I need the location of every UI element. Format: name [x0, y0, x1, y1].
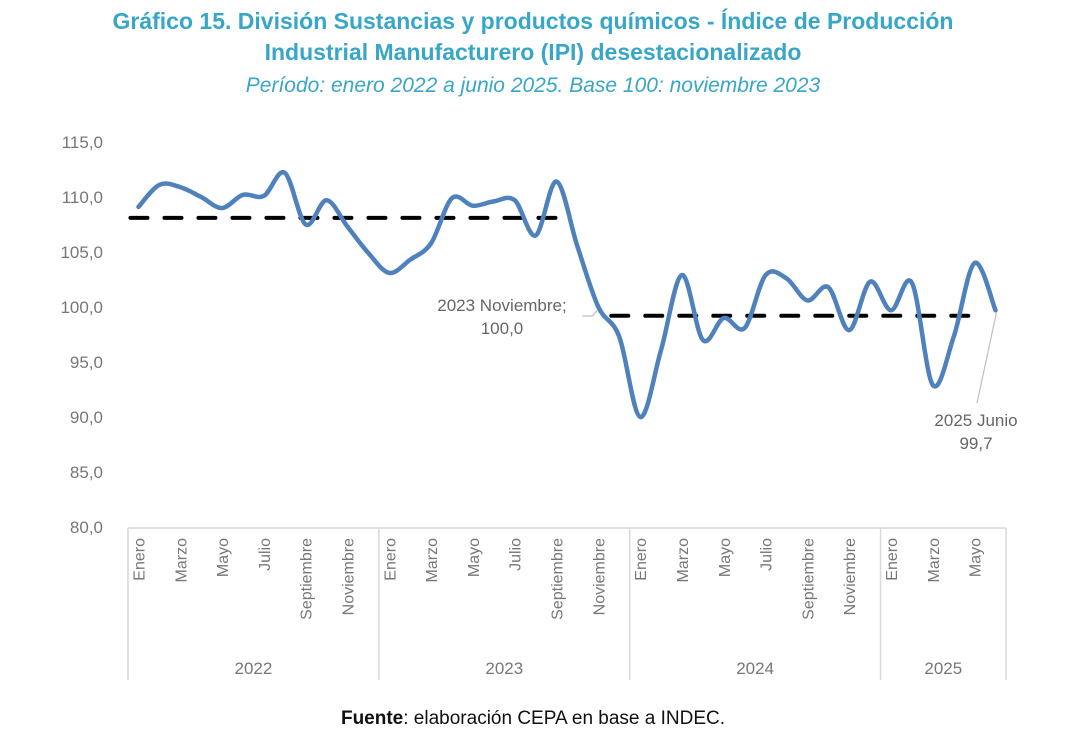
source-footer: Fuente: elaboración CEPA en base a INDEC…	[0, 708, 1066, 730]
chart-subtitle: Período: enero 2022 a junio 2025. Base 1…	[245, 74, 821, 97]
x-tick-label: Marzo	[424, 538, 441, 583]
annotation-value: 100,0	[481, 319, 524, 338]
year-label: 2022	[235, 659, 273, 678]
x-tick-label: Septiembre	[550, 538, 567, 620]
y-axis: 80,0 85,0 90,0 95,0 100,0 105,0 110,0 115,0	[60, 133, 103, 537]
y-tick-label: 85,0	[70, 463, 103, 482]
x-tick-label: Mayo	[717, 538, 734, 577]
x-tick-label: Mayo	[215, 538, 232, 577]
y-tick-label: 110,0	[62, 188, 103, 207]
annotation-leader-line	[976, 312, 998, 404]
x-tick-label: Marzo	[675, 538, 692, 583]
x-axis: Enero Marzo Mayo Julio Septiembre Noviembre 20…	[127, 527, 1007, 680]
annotation-label: 2023 Noviembre;	[437, 296, 566, 315]
x-tick-label: Julio	[257, 538, 274, 571]
x-tick-label: Marzo	[173, 538, 190, 583]
x-tick-label: Enero	[382, 538, 399, 581]
annotation-leader-line	[582, 309, 598, 317]
series-line	[136, 170, 998, 420]
x-tick-label: Noviembre	[842, 538, 859, 615]
source-label: Fuente	[340, 708, 404, 729]
line-chart: 80,0 85,0 90,0 95,0 100,0 105,0 110,0 115,0 Ene…	[60, 133, 1018, 680]
x-tick-label: Septiembre	[800, 538, 817, 620]
x-tick-label: Julio	[508, 538, 525, 571]
y-tick-label: 95,0	[70, 353, 103, 372]
x-tick-label: Enero	[633, 538, 650, 581]
x-tick-label: Mayo	[968, 538, 985, 577]
x-tick-label: Enero	[884, 538, 901, 581]
annotation-label: 2025 Junio	[934, 411, 1017, 430]
annotation-value: 99,7	[959, 434, 992, 453]
chart-title-line-2: Industrial Manufacturero (IPI) desestaci…	[264, 39, 802, 65]
y-tick-label: 105,0	[60, 243, 103, 262]
x-tick-label: Noviembre	[341, 538, 358, 615]
annotations: 2023 Noviembre; 100,0 2025 Junio 99,7	[437, 296, 1017, 453]
reference-lines	[128, 215, 971, 318]
x-tick-label: Marzo	[926, 538, 943, 583]
year-label: 2025	[924, 659, 962, 678]
x-tick-label: Septiembre	[299, 538, 316, 620]
x-tick-label: Noviembre	[591, 538, 608, 615]
chart-title-line-1: Gráfico 15. División Sustancias y produc…	[112, 8, 954, 34]
x-tick-label: Julio	[759, 538, 776, 571]
y-tick-label: 80,0	[70, 518, 103, 537]
x-tick-label: Mayo	[466, 538, 483, 577]
year-label: 2024	[736, 659, 774, 678]
y-tick-label: 115,0	[62, 133, 103, 152]
x-tick-label: Enero	[131, 538, 148, 581]
y-tick-label: 100,0	[60, 298, 103, 317]
source-text: : elaboración CEPA en base a INDEC.	[403, 708, 726, 729]
year-label: 2023	[485, 659, 523, 678]
series-layer	[136, 170, 998, 420]
y-tick-label: 90,0	[70, 408, 103, 427]
